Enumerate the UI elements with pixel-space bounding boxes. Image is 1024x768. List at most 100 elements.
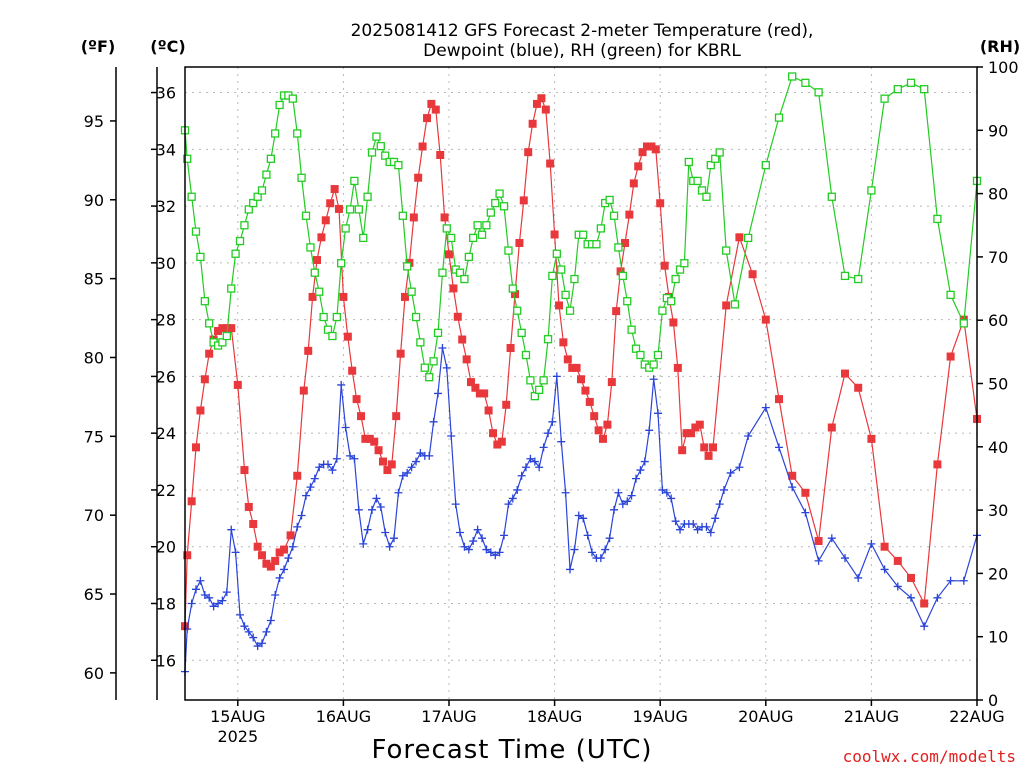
data-point (561, 488, 570, 497)
data-point (867, 434, 876, 443)
data-point (350, 176, 359, 186)
x-tick-label: 18AUG (527, 707, 582, 726)
data-point (412, 457, 421, 466)
data-point (341, 224, 350, 233)
data-point (920, 599, 929, 608)
data-point (253, 542, 262, 551)
data-point (310, 474, 319, 483)
data-point (693, 525, 702, 534)
fahrenheit-tick-label: 80 (84, 348, 104, 367)
data-point (513, 485, 522, 494)
data-point (280, 545, 289, 554)
data-point (893, 556, 902, 565)
data-point (722, 246, 731, 255)
celsius-tick-label: 26 (156, 367, 176, 386)
data-point (376, 141, 385, 151)
celsius-tick-label: 18 (156, 594, 176, 613)
data-point (486, 548, 495, 557)
data-point (464, 545, 473, 554)
data-point (691, 423, 700, 432)
data-point (704, 451, 713, 460)
data-point (394, 160, 403, 170)
x-tick-label: 19AUG (632, 707, 687, 726)
data-point (445, 250, 453, 259)
data-point (328, 331, 337, 341)
data-point (357, 412, 366, 421)
rh-tick-label: 70 (988, 248, 1008, 267)
data-point (284, 554, 293, 563)
x-axis-label: Forecast Time (UTC) (371, 735, 652, 765)
data-point (605, 534, 614, 543)
credit-text: coolwx.com/modelts (843, 747, 1016, 766)
data-point (449, 284, 458, 293)
data-point (466, 378, 475, 387)
data-point (222, 324, 231, 333)
data-point (240, 622, 249, 631)
data-point (244, 205, 253, 214)
data-point (715, 148, 724, 157)
data-point (293, 522, 302, 531)
data-point (499, 202, 509, 211)
data-point (722, 301, 731, 310)
data-point (200, 297, 210, 306)
data-point (297, 173, 306, 182)
data-point (436, 150, 445, 159)
data-point (528, 119, 537, 128)
x-tick-label: 20AUG (738, 707, 793, 726)
data-point (231, 249, 240, 258)
celsius-unit-label: (ºC) (150, 37, 185, 56)
data-point (257, 639, 266, 648)
data-point (262, 559, 271, 568)
data-point (387, 460, 396, 469)
data-point (478, 534, 487, 543)
data-point (376, 502, 385, 511)
data-point (867, 539, 876, 548)
data-point (482, 545, 491, 554)
data-point (504, 500, 513, 509)
data-point (438, 268, 447, 277)
data-point (711, 154, 720, 163)
data-point (420, 363, 429, 372)
data-point (484, 406, 493, 415)
data-point (495, 548, 504, 557)
data-point (695, 420, 704, 429)
data-point (218, 596, 227, 605)
data-point (416, 449, 425, 458)
data-point (933, 214, 942, 224)
data-point (570, 274, 579, 284)
data-point (400, 292, 409, 301)
data-point (618, 271, 627, 281)
data-point (379, 457, 387, 466)
data-point (469, 233, 478, 243)
fahrenheit-tick-label: 75 (84, 427, 104, 446)
data-point (253, 642, 262, 651)
rh-tick-label: 0 (988, 691, 998, 710)
fahrenheit-tick-label: 65 (84, 585, 104, 604)
data-point (469, 537, 478, 546)
data-point (486, 208, 495, 217)
data-point (697, 186, 707, 195)
data-point (647, 142, 656, 151)
x-tick-label: 15AUG (210, 707, 265, 726)
data-point (323, 460, 332, 469)
data-point (598, 434, 607, 443)
data-point (631, 344, 641, 353)
data-point (326, 199, 335, 208)
data-point (183, 154, 192, 163)
data-point (427, 99, 436, 108)
data-point (370, 437, 379, 446)
data-point (687, 429, 696, 438)
chart-title-line-2: Dewpoint (blue), RH (green) for KBRL (423, 41, 741, 61)
data-point (275, 548, 284, 557)
data-point (761, 160, 770, 170)
data-point (566, 565, 575, 574)
fahrenheit-tick-label: 90 (84, 191, 104, 210)
data-point (643, 142, 651, 151)
data-point (403, 262, 412, 271)
rh-tick-label: 90 (988, 121, 1008, 140)
data-point (801, 508, 810, 517)
data-point (610, 505, 619, 514)
data-point (396, 349, 405, 358)
data-point (462, 355, 471, 364)
data-point (345, 205, 355, 214)
